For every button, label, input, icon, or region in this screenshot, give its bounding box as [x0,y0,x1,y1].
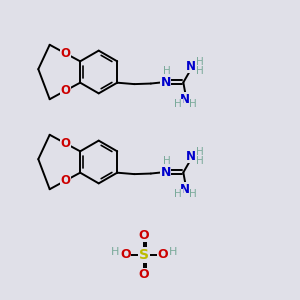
Text: O: O [60,174,70,187]
Text: H: H [196,66,204,76]
Text: O: O [60,84,70,97]
Text: N: N [185,150,196,163]
Text: O: O [120,248,131,262]
Text: N: N [160,166,171,179]
Text: O: O [60,47,70,60]
Text: H: H [189,99,197,109]
Text: N: N [160,76,171,89]
Text: H: H [189,189,197,199]
Text: H: H [111,247,119,256]
Text: O: O [157,248,168,262]
Text: S: S [139,248,149,262]
Text: O: O [139,229,149,242]
Text: H: H [174,99,182,109]
Text: N: N [180,183,190,196]
Text: H: H [196,58,204,68]
Text: H: H [196,148,204,158]
Text: H: H [196,156,204,166]
Text: H: H [174,189,182,199]
Text: N: N [185,60,196,73]
Text: H: H [163,156,171,166]
Text: O: O [139,268,149,281]
Text: H: H [169,247,177,256]
Text: N: N [180,93,190,106]
Text: H: H [163,66,171,76]
Text: O: O [60,137,70,150]
